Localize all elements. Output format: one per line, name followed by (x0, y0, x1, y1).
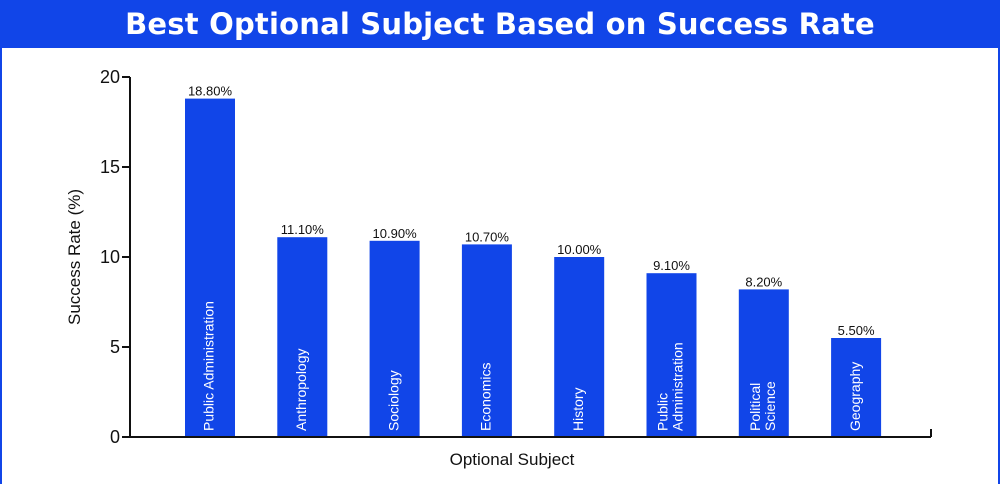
category-label-3-line-0: Economics (478, 363, 494, 431)
category-label-2-line-0: Sociology (385, 370, 401, 431)
category-label-6-line-1: Science (762, 381, 778, 431)
bar-2 (369, 240, 420, 437)
frame-border-right (998, 48, 1000, 484)
category-label-2: Sociology (385, 370, 401, 431)
category-label-4-line-0: History (570, 387, 586, 431)
data-label-0: 18.80% (188, 84, 233, 99)
category-label-6-line-0: Political (747, 383, 763, 431)
category-label-5: Public Administration (655, 342, 686, 431)
bar-4 (554, 257, 605, 437)
category-label-1: Anthropology (293, 348, 309, 431)
category-label-1-line-0: Anthropology (293, 348, 309, 431)
bar-1 (277, 237, 328, 437)
chart-title: Best Optional Subject Based on Success R… (125, 7, 875, 41)
frame-border-left (0, 48, 2, 484)
title-banner: Best Optional Subject Based on Success R… (0, 0, 1000, 48)
data-label-3: 10.70% (465, 229, 510, 244)
y-tick-label-10: 10 (100, 247, 120, 267)
data-label-7: 5.50% (838, 323, 875, 338)
y-tick-label-20: 20 (100, 67, 120, 87)
axes-layer: 0 5 10 15 20 (100, 67, 932, 447)
data-label-2: 10.90% (373, 226, 418, 241)
y-tick-label-15: 15 (100, 157, 120, 177)
category-label-5-line-1: Administration (670, 342, 686, 431)
category-label-4: History (570, 387, 586, 431)
bar-3 (461, 244, 512, 437)
bar-0 (185, 98, 235, 437)
bar-5 (646, 273, 697, 437)
bar-7 (831, 338, 882, 437)
category-label-0-line-0: Public Administration (201, 301, 217, 431)
category-label-3: Economics (478, 363, 494, 431)
data-label-6: 8.20% (745, 274, 782, 289)
category-label-5-line-0: Public (655, 393, 671, 431)
category-label-7-line-0: Geography (847, 362, 863, 431)
bar-6 (738, 289, 789, 437)
data-label-4: 10.00% (557, 242, 602, 257)
bars-layer: 18.80% Public Administration 11.10% Anthrop… (185, 84, 882, 437)
category-label-7: Geography (847, 362, 863, 431)
y-axis-title: Success Rate (%) (65, 189, 84, 325)
y-tick-label-0: 0 (110, 427, 120, 447)
data-label-1: 11.10% (281, 222, 325, 237)
x-axis-title: Optional Subject (450, 450, 575, 469)
category-label-0: Public Administration (201, 301, 217, 431)
data-label-5: 9.10% (653, 258, 690, 273)
category-label-6: Political Science (747, 381, 778, 431)
y-tick-label-5: 5 (110, 337, 120, 357)
